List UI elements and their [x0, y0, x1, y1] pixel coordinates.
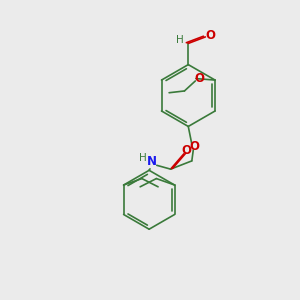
Text: N: N — [146, 155, 157, 168]
Text: H: H — [176, 34, 184, 45]
Text: O: O — [206, 29, 215, 42]
Text: O: O — [195, 72, 205, 85]
Text: H: H — [139, 153, 146, 163]
Text: O: O — [182, 144, 192, 157]
Text: O: O — [189, 140, 199, 153]
